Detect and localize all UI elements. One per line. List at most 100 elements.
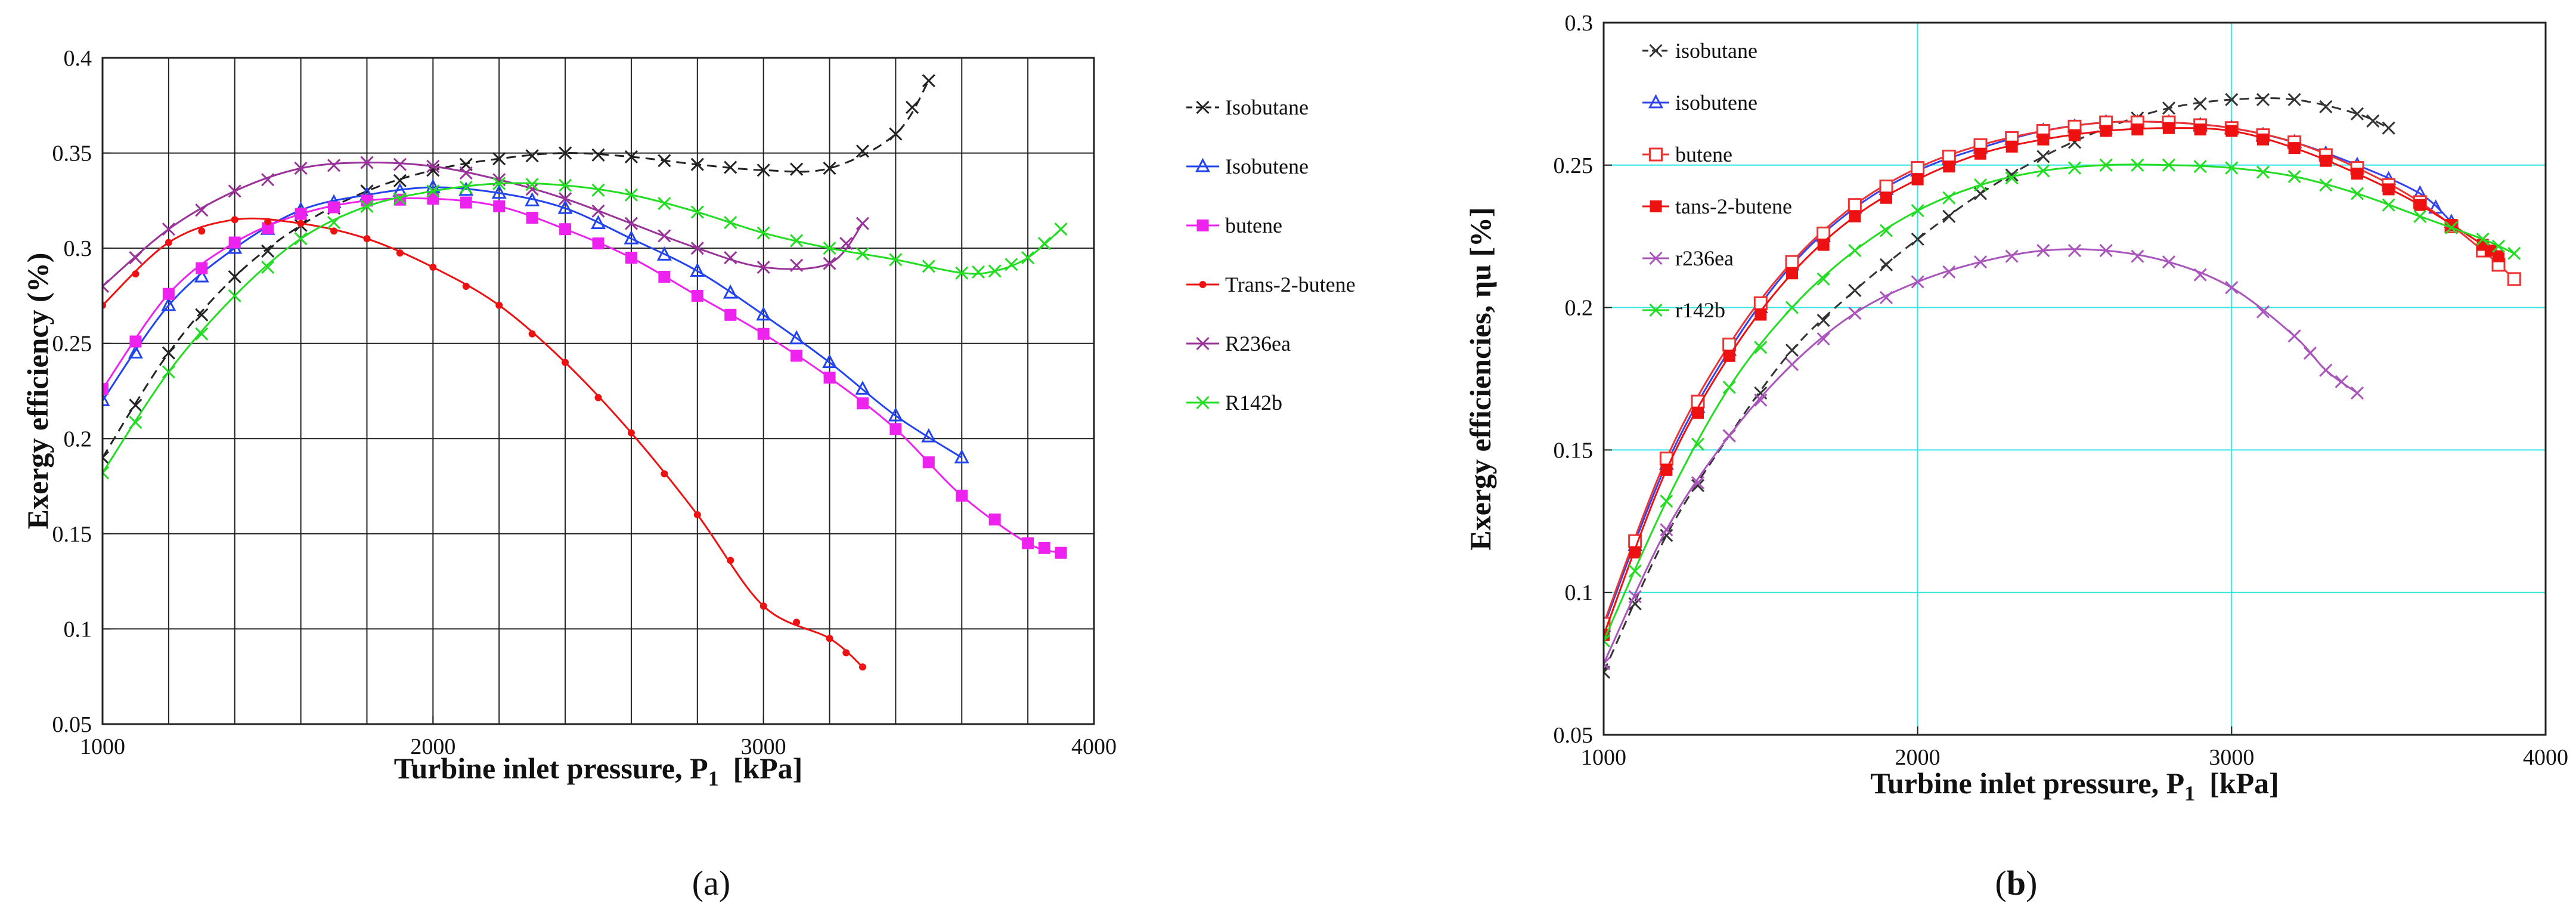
x-tick-label: 4000	[2523, 745, 2568, 770]
data-point	[690, 262, 705, 277]
data-point	[294, 232, 308, 246]
data-point	[1660, 494, 1673, 508]
data-point	[1849, 210, 1861, 222]
legend-label: butene	[1675, 143, 1732, 166]
series-isobutane	[103, 74, 935, 465]
data-point	[1785, 301, 1799, 314]
data-point	[1692, 407, 1704, 419]
data-point	[591, 204, 605, 218]
data-point	[888, 407, 903, 422]
data-point	[2225, 92, 2239, 107]
data-point	[724, 308, 737, 321]
data-point	[1604, 617, 1611, 631]
data-point	[823, 162, 836, 175]
data-point	[162, 346, 175, 360]
data-point	[162, 287, 175, 300]
data-point	[2162, 255, 2176, 269]
legend-item-trans-2-butene: Trans-2-butene	[1186, 273, 1356, 296]
legend-marker	[1649, 251, 1663, 265]
data-point	[724, 215, 737, 230]
plot-frame	[1602, 21, 2547, 736]
data-point	[1786, 267, 1798, 280]
data-point	[2193, 268, 2207, 282]
data-point	[396, 249, 404, 257]
grid	[1604, 23, 2546, 735]
data-point	[1879, 258, 1893, 272]
y-axis-label: Exergy efficiencies, ηu [%]	[1464, 207, 1497, 550]
legend-label: Trans-2-butene	[1225, 273, 1356, 296]
data-point	[855, 144, 870, 158]
data-point	[1785, 255, 1799, 269]
data-point	[658, 229, 671, 243]
y-tick-label: 0.4	[64, 46, 92, 71]
data-point	[195, 203, 209, 217]
data-point	[195, 308, 209, 321]
data-point	[228, 184, 241, 198]
series-line-isobutane	[1604, 97, 2389, 673]
data-point	[1691, 479, 1705, 493]
y-tick-label: 0.05	[52, 712, 92, 737]
legend-item-r236ea: r236ea	[1642, 246, 1734, 270]
panel-b: 1000 2000 3000 4000 0.05 0.1 0.15 0.2 0.25 0.3 Tur…	[1464, 11, 2568, 805]
legend-label: tans-2-butene	[1675, 194, 1792, 218]
data-point	[757, 327, 770, 340]
x-tick-label: 2000	[1895, 745, 1940, 770]
data-point	[889, 127, 903, 141]
data-point	[129, 251, 142, 265]
series-trans-2-butene	[103, 216, 866, 671]
legend-label: Isobutane	[1225, 95, 1309, 119]
data-point	[2005, 171, 2019, 185]
y-tick-label: 0.25	[1554, 153, 1594, 178]
data-point	[1754, 393, 1768, 407]
data-point	[129, 335, 142, 348]
data-point	[2131, 158, 2144, 172]
data-point	[1942, 209, 1956, 223]
data-point	[161, 296, 176, 311]
legend-marker	[1196, 395, 1210, 410]
data-point	[1604, 657, 1611, 670]
data-point	[724, 251, 737, 265]
data-point	[103, 451, 110, 465]
data-point	[128, 344, 143, 359]
data-point	[1628, 564, 1642, 578]
data-point	[988, 264, 1002, 278]
x-tick-label: 3000	[741, 734, 786, 759]
legend-item-isobutane: isobutane	[1642, 39, 1757, 63]
data-point	[789, 330, 804, 345]
data-point	[724, 160, 737, 174]
data-point	[1022, 537, 1034, 549]
data-point	[2257, 133, 2269, 146]
data-point	[2319, 363, 2333, 377]
data-point	[1816, 272, 1830, 286]
data-point	[627, 429, 635, 437]
data-point	[2288, 142, 2301, 154]
data-point	[1021, 251, 1035, 265]
data-point	[2067, 161, 2082, 175]
legend-marker	[1199, 281, 1207, 288]
x-axis-label: Turbine inlet pressure, P1 [kPa]	[1870, 766, 2279, 805]
legend-item-isobutane: Isobutane	[1186, 95, 1309, 119]
x-tick-label: 3000	[2209, 745, 2254, 770]
data-point	[2194, 123, 2206, 136]
data-point	[1754, 308, 1767, 321]
legend-item-r236ea: R236ea	[1186, 332, 1291, 355]
data-point	[658, 197, 671, 211]
legend-item-r142b: r142b	[1642, 298, 1725, 322]
data-point	[1943, 160, 1955, 173]
data-point	[2100, 125, 2112, 137]
legend: isobutane isobutene butene tans-2-butene r23…	[1642, 39, 1792, 322]
data-point	[2162, 158, 2176, 172]
data-point	[658, 154, 671, 168]
data-point	[363, 235, 371, 243]
series-group	[103, 74, 1068, 671]
x-tick-label: 4000	[1071, 734, 1117, 759]
data-point	[2287, 329, 2301, 343]
data-point	[2099, 244, 2113, 258]
data-point	[2067, 244, 2082, 258]
data-point	[1942, 265, 1956, 279]
data-point	[1911, 232, 1924, 246]
data-point	[757, 163, 770, 177]
legend-label: r142b	[1675, 298, 1725, 322]
data-point	[198, 227, 206, 235]
